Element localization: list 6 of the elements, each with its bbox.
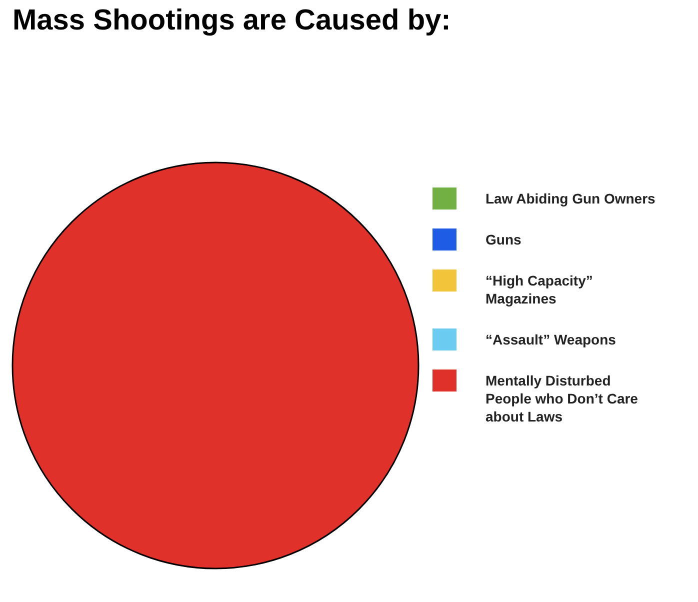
legend-label: Guns — [486, 232, 522, 248]
legend-label: “High Capacity” Magazines — [486, 272, 593, 306]
chart-title: Mass Shootings are Caused by: — [12, 4, 451, 36]
legend-label: Mentally Disturbed People who Don’t Care about Laws — [486, 372, 638, 424]
legend-label: “Assault” Weapons — [486, 332, 616, 348]
legend-label: Law Abiding Gun Owners — [486, 190, 656, 206]
